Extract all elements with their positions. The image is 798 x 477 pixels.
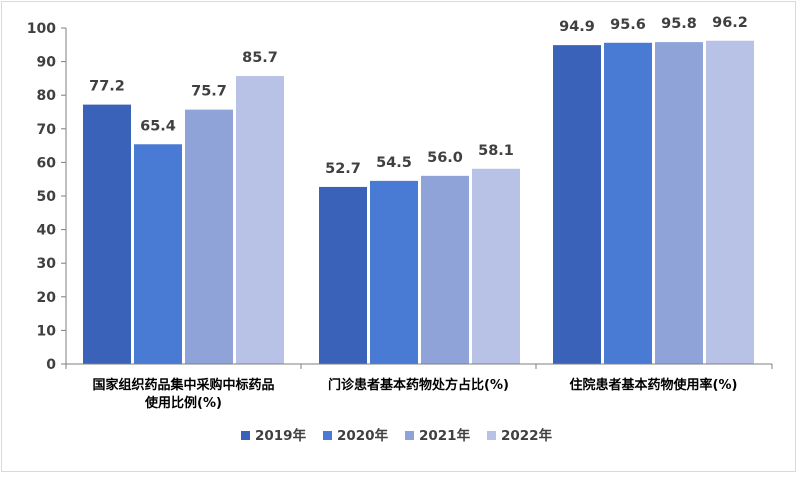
bar xyxy=(655,42,703,364)
bar xyxy=(185,109,233,364)
legend-label: 2022年 xyxy=(501,427,553,444)
data-label: 85.7 xyxy=(242,50,278,66)
bar xyxy=(472,168,520,364)
category-label: 使用比例(%) xyxy=(144,395,222,411)
bar xyxy=(83,104,131,364)
y-tick-label: 40 xyxy=(37,223,57,239)
legend: 2019年 2020年 2021年 2022年 xyxy=(241,427,553,444)
bar xyxy=(604,42,652,365)
y-tick-label: 60 xyxy=(37,155,57,171)
data-label: 95.8 xyxy=(661,16,697,32)
y-tick-label: 20 xyxy=(37,290,57,306)
y-tick-label: 0 xyxy=(46,357,56,373)
bar xyxy=(236,76,284,364)
data-labels: 77.2 65.4 75.7 85.7 52.7 54.5 56.0 58.1 94.9 95.6… xyxy=(89,15,748,177)
bar xyxy=(421,175,469,364)
legend-label: 2021年 xyxy=(419,427,471,444)
bar xyxy=(706,40,754,364)
data-label: 94.9 xyxy=(559,19,595,35)
category-label: 国家组织药品集中采购中标药品 xyxy=(92,377,274,393)
y-tick-label: 50 xyxy=(37,189,57,205)
category-label: 门诊患者基本药物处方占比(%) xyxy=(328,377,509,393)
bars xyxy=(83,40,754,365)
legend-label: 2019年 xyxy=(255,427,307,444)
bar xyxy=(319,186,367,364)
legend-swatch xyxy=(323,431,332,440)
y-tick-label: 70 xyxy=(37,122,57,138)
data-label: 58.1 xyxy=(478,143,514,159)
bar xyxy=(134,144,182,364)
y-tick-label: 100 xyxy=(27,21,56,37)
legend-label: 2020年 xyxy=(337,427,389,444)
data-label: 65.4 xyxy=(140,118,176,134)
bar xyxy=(553,45,601,365)
data-label: 56.0 xyxy=(427,150,463,166)
data-label: 75.7 xyxy=(191,84,227,100)
bar xyxy=(370,180,418,364)
data-label: 54.5 xyxy=(376,155,412,171)
data-label: 52.7 xyxy=(325,161,361,177)
y-tick-label: 80 xyxy=(37,88,57,104)
data-label: 96.2 xyxy=(712,15,748,31)
legend-swatch xyxy=(487,431,496,440)
legend-swatch xyxy=(405,431,414,440)
data-label: 77.2 xyxy=(89,79,125,95)
y-axis: 0 10 20 30 40 50 60 70 80 90 100 xyxy=(27,21,67,373)
data-label: 95.6 xyxy=(610,17,646,33)
category-label: 住院患者基本药物使用率(%) xyxy=(570,377,738,393)
legend-swatch xyxy=(241,431,250,440)
y-tick-label: 10 xyxy=(37,323,57,339)
y-tick-label: 30 xyxy=(37,256,57,272)
y-tick-label: 90 xyxy=(37,55,57,71)
